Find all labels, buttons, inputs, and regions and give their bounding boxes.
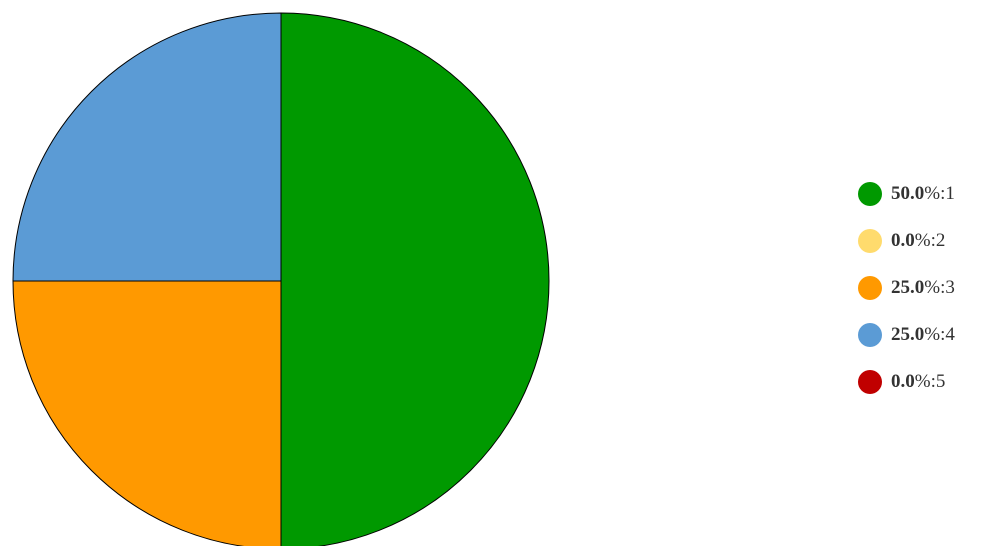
legend-item-1: 50.0%: 1 (858, 182, 955, 206)
legend-percent: 25.0 (891, 277, 925, 298)
pie-slice-1 (280, 12, 550, 546)
legend-item-2: 0.0%: 2 (858, 229, 955, 253)
legend-swatch (858, 370, 882, 394)
legend-percent: 0.0 (891, 230, 915, 251)
legend-separator: %: (924, 277, 946, 298)
pie-slice-4 (12, 12, 282, 282)
legend-item-3: 25.0%: 3 (858, 276, 955, 300)
legend-separator: %: (914, 371, 936, 392)
legend-percent: 25.0 (891, 324, 925, 345)
legend-label: 5 (935, 371, 946, 392)
legend-separator: %: (914, 230, 936, 251)
legend-item-4: 25.0%: 4 (858, 323, 955, 347)
legend-swatch (858, 323, 882, 347)
legend-swatch (858, 276, 882, 300)
legend-label: 2 (935, 230, 946, 251)
legend-item-5: 0.0%: 5 (858, 370, 955, 394)
legend-swatch (858, 229, 882, 253)
legend-percent: 0.0 (891, 371, 915, 392)
legend-label: 1 (945, 183, 955, 204)
pie-slices (12, 12, 550, 546)
legend-percent: 50.0 (891, 183, 925, 204)
legend-swatch (858, 182, 882, 206)
legend-separator: %: (924, 324, 946, 345)
legend-label: 4 (945, 324, 955, 345)
legend: 50.0%: 1 0.0%: 2 25.0%: 3 25.0%: 4 0.0%: 5 (858, 182, 955, 417)
legend-label: 3 (945, 277, 955, 298)
pie-slice-3 (12, 280, 282, 546)
legend-separator: %: (924, 183, 946, 204)
